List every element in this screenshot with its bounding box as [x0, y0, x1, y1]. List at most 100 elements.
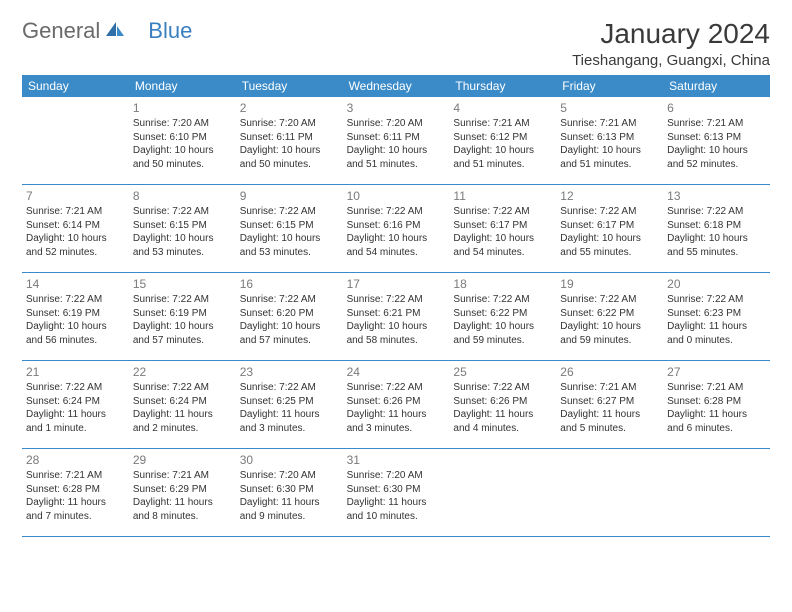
day-number: 18 — [453, 276, 552, 292]
day-number: 6 — [667, 100, 766, 116]
daylight-text-1: Daylight: 11 hours — [133, 408, 232, 422]
daylight-text-1: Daylight: 11 hours — [26, 408, 125, 422]
sunset-text: Sunset: 6:24 PM — [133, 395, 232, 409]
sunrise-text: Sunrise: 7:22 AM — [26, 293, 125, 307]
day-number: 23 — [240, 364, 339, 380]
daylight-text-1: Daylight: 10 hours — [667, 144, 766, 158]
sunset-text: Sunset: 6:18 PM — [667, 219, 766, 233]
sunrise-text: Sunrise: 7:21 AM — [133, 469, 232, 483]
calendar-cell: 9Sunrise: 7:22 AMSunset: 6:15 PMDaylight… — [236, 185, 343, 273]
logo-text-blue: Blue — [148, 18, 192, 44]
logo-text-general: General — [22, 18, 100, 44]
sunset-text: Sunset: 6:19 PM — [26, 307, 125, 321]
calendar-cell: 22Sunrise: 7:22 AMSunset: 6:24 PMDayligh… — [129, 361, 236, 449]
sunrise-text: Sunrise: 7:22 AM — [133, 205, 232, 219]
day-number: 8 — [133, 188, 232, 204]
calendar-cell: 5Sunrise: 7:21 AMSunset: 6:13 PMDaylight… — [556, 97, 663, 185]
sunset-text: Sunset: 6:26 PM — [347, 395, 446, 409]
weekday-saturday: Saturday — [663, 75, 770, 97]
daylight-text-2: and 50 minutes. — [240, 158, 339, 172]
daylight-text-2: and 58 minutes. — [347, 334, 446, 348]
calendar-cell: 11Sunrise: 7:22 AMSunset: 6:17 PMDayligh… — [449, 185, 556, 273]
daylight-text-1: Daylight: 11 hours — [453, 408, 552, 422]
calendar-cell: 2Sunrise: 7:20 AMSunset: 6:11 PMDaylight… — [236, 97, 343, 185]
daylight-text-2: and 52 minutes. — [667, 158, 766, 172]
calendar-cell-empty — [449, 449, 556, 537]
sunset-text: Sunset: 6:30 PM — [347, 483, 446, 497]
calendar-cell: 6Sunrise: 7:21 AMSunset: 6:13 PMDaylight… — [663, 97, 770, 185]
daylight-text-2: and 54 minutes. — [453, 246, 552, 260]
calendar-cell: 15Sunrise: 7:22 AMSunset: 6:19 PMDayligh… — [129, 273, 236, 361]
daylight-text-2: and 57 minutes. — [240, 334, 339, 348]
weekday-header: Sunday Monday Tuesday Wednesday Thursday… — [22, 75, 770, 97]
calendar-cell: 24Sunrise: 7:22 AMSunset: 6:26 PMDayligh… — [343, 361, 450, 449]
daylight-text-1: Daylight: 10 hours — [453, 232, 552, 246]
day-number: 12 — [560, 188, 659, 204]
logo: General Blue — [22, 18, 192, 44]
daylight-text-2: and 57 minutes. — [133, 334, 232, 348]
daylight-text-1: Daylight: 10 hours — [133, 144, 232, 158]
calendar-cell: 16Sunrise: 7:22 AMSunset: 6:20 PMDayligh… — [236, 273, 343, 361]
daylight-text-1: Daylight: 10 hours — [453, 320, 552, 334]
calendar-cell: 12Sunrise: 7:22 AMSunset: 6:17 PMDayligh… — [556, 185, 663, 273]
sunset-text: Sunset: 6:14 PM — [26, 219, 125, 233]
daylight-text-2: and 50 minutes. — [133, 158, 232, 172]
daylight-text-2: and 3 minutes. — [240, 422, 339, 436]
day-number: 1 — [133, 100, 232, 116]
day-number: 2 — [240, 100, 339, 116]
daylight-text-2: and 54 minutes. — [347, 246, 446, 260]
daylight-text-2: and 8 minutes. — [133, 510, 232, 524]
calendar-cell: 3Sunrise: 7:20 AMSunset: 6:11 PMDaylight… — [343, 97, 450, 185]
day-number: 17 — [347, 276, 446, 292]
day-number: 10 — [347, 188, 446, 204]
calendar-cell: 18Sunrise: 7:22 AMSunset: 6:22 PMDayligh… — [449, 273, 556, 361]
daylight-text-1: Daylight: 10 hours — [453, 144, 552, 158]
daylight-text-2: and 10 minutes. — [347, 510, 446, 524]
logo-sail-icon — [104, 18, 126, 44]
sunrise-text: Sunrise: 7:22 AM — [560, 293, 659, 307]
daylight-text-2: and 59 minutes. — [560, 334, 659, 348]
daylight-text-2: and 53 minutes. — [240, 246, 339, 260]
calendar-cell-empty — [663, 449, 770, 537]
sunrise-text: Sunrise: 7:22 AM — [26, 381, 125, 395]
day-number: 9 — [240, 188, 339, 204]
weekday-monday: Monday — [129, 75, 236, 97]
sunset-text: Sunset: 6:11 PM — [347, 131, 446, 145]
daylight-text-2: and 6 minutes. — [667, 422, 766, 436]
daylight-text-1: Daylight: 10 hours — [347, 232, 446, 246]
day-number: 25 — [453, 364, 552, 380]
daylight-text-2: and 9 minutes. — [240, 510, 339, 524]
day-number: 19 — [560, 276, 659, 292]
sunrise-text: Sunrise: 7:20 AM — [347, 117, 446, 131]
sunrise-text: Sunrise: 7:21 AM — [667, 117, 766, 131]
calendar-cell: 10Sunrise: 7:22 AMSunset: 6:16 PMDayligh… — [343, 185, 450, 273]
sunrise-text: Sunrise: 7:22 AM — [347, 293, 446, 307]
daylight-text-1: Daylight: 11 hours — [667, 408, 766, 422]
daylight-text-2: and 0 minutes. — [667, 334, 766, 348]
sunrise-text: Sunrise: 7:22 AM — [347, 205, 446, 219]
day-number: 28 — [26, 452, 125, 468]
sunset-text: Sunset: 6:22 PM — [453, 307, 552, 321]
sunrise-text: Sunrise: 7:20 AM — [347, 469, 446, 483]
sunset-text: Sunset: 6:20 PM — [240, 307, 339, 321]
sunset-text: Sunset: 6:30 PM — [240, 483, 339, 497]
sunset-text: Sunset: 6:24 PM — [26, 395, 125, 409]
weekday-friday: Friday — [556, 75, 663, 97]
calendar-cell: 17Sunrise: 7:22 AMSunset: 6:21 PMDayligh… — [343, 273, 450, 361]
sunrise-text: Sunrise: 7:21 AM — [26, 205, 125, 219]
sunset-text: Sunset: 6:19 PM — [133, 307, 232, 321]
calendar-cell: 27Sunrise: 7:21 AMSunset: 6:28 PMDayligh… — [663, 361, 770, 449]
sunrise-text: Sunrise: 7:20 AM — [240, 117, 339, 131]
day-number: 3 — [347, 100, 446, 116]
calendar-cell: 31Sunrise: 7:20 AMSunset: 6:30 PMDayligh… — [343, 449, 450, 537]
day-number: 4 — [453, 100, 552, 116]
sunrise-text: Sunrise: 7:22 AM — [240, 381, 339, 395]
daylight-text-1: Daylight: 10 hours — [667, 232, 766, 246]
sunset-text: Sunset: 6:15 PM — [240, 219, 339, 233]
sunrise-text: Sunrise: 7:22 AM — [667, 293, 766, 307]
day-number: 13 — [667, 188, 766, 204]
daylight-text-1: Daylight: 11 hours — [240, 496, 339, 510]
calendar-cell-empty — [22, 97, 129, 185]
daylight-text-1: Daylight: 10 hours — [240, 320, 339, 334]
daylight-text-2: and 2 minutes. — [133, 422, 232, 436]
